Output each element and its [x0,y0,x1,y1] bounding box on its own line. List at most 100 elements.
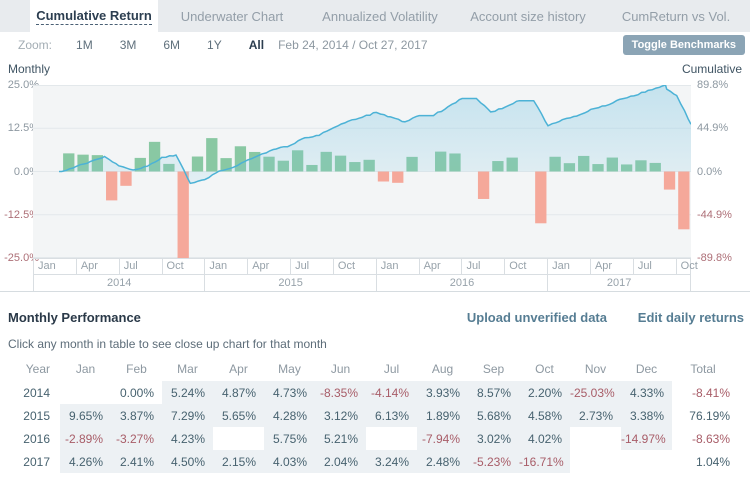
month-cell-2016-may[interactable]: 5.75% [264,427,315,450]
month-cell-2016-nov [570,427,621,450]
tab-account-size-history[interactable]: Account size history [454,0,602,32]
table-header-row: Year Jan Feb Mar Apr May Jun Jul Aug Sep Oct Nov Dec… [8,357,734,381]
month-cell-2014-may[interactable]: 4.73% [264,381,315,404]
zoom-option-6m[interactable]: 6M [163,38,181,52]
positive-month-bar [206,138,218,172]
month-cell-2016-jan[interactable]: -2.89% [60,427,111,450]
upload-unverified-data-link[interactable]: Upload unverified data [466,310,607,325]
month-cell-2014-feb[interactable]: 0.00% [119,385,154,400]
tab-underwater-chart[interactable]: Underwater Chart [158,0,306,32]
month-cell-2016-jul [366,427,417,450]
col-header-jan: Jan [75,362,96,376]
cumulative-area [59,85,691,184]
month-cell-2016-jun[interactable]: 5.21% [315,427,366,450]
zoom-options: 1M 3M 6M 1Y All [76,36,278,54]
left-tick-label: -12.5% [4,208,39,221]
year-label: 2017 [547,275,690,292]
month-cell-2015-jun[interactable]: 3.12% [315,404,366,427]
table-row-2017: 2017 4.26% 2.41% 4.50% 2.15% 4.03% 2.04% 3.24% 2… [8,450,734,473]
positive-month-bar [220,158,232,172]
month-cell-2016-oct[interactable]: 4.02% [519,427,570,450]
right-tick-label: -44.9% [697,208,732,221]
col-header-sep: Sep [482,362,505,376]
month-cell-2016-dec[interactable]: -14.97% [621,427,672,450]
month-cell-2016-mar[interactable]: 4.23% [162,427,213,450]
year-label: 2014 [33,275,204,292]
month-cell-2014-mar[interactable]: 5.24% [162,381,213,404]
negative-month-bar [106,171,118,201]
right-tick-label: 89.8% [697,79,729,91]
zoom-label: Zoom: [18,38,53,52]
month-cell-2014-aug[interactable]: 3.93% [417,381,468,404]
col-header-nov: Nov [584,362,607,376]
col-header-total: Total [690,362,716,376]
month-cell-2015-jan[interactable]: 9.65% [60,404,111,427]
negative-month-bar [477,171,490,199]
month-cell-2014-jan [60,381,111,404]
month-cell-2014-jun[interactable]: -8.35% [315,381,366,404]
left-tick-label: 12.5% [7,122,39,135]
tab-label: Underwater Chart [180,8,284,24]
month-cell-2017-oct[interactable]: -16.71% [519,450,570,473]
col-header-may: May [278,362,301,376]
month-cell-2015-dec[interactable]: 3.38% [621,404,672,427]
month-cell-2015-may[interactable]: 4.28% [264,404,315,427]
section-divider [0,291,750,292]
month-cell-2014-jul[interactable]: -4.14% [366,381,417,404]
month-cell-2016-aug[interactable]: -7.94% [417,427,468,450]
month-cell-2015-mar[interactable]: 7.29% [162,404,213,427]
cumulative-line [59,84,692,185]
month-cell-2016-sep[interactable]: 3.02% [468,427,519,450]
month-cell-2017-sep[interactable]: -5.23% [468,450,519,473]
zoom-option-1m[interactable]: 1M [76,38,93,52]
quarter-tick-label: Jul [290,259,333,274]
year-cell: 2017 [23,454,50,469]
month-cell-2017-jul[interactable]: 3.24% [366,450,417,473]
left-axis-title: Monthly [8,62,51,76]
month-cell-2017-feb[interactable]: 2.41% [111,450,162,473]
tab-annualized-volatility[interactable]: Annualized Volatility [306,0,454,32]
chart-plot[interactable] [33,84,692,259]
month-cell-2014-oct[interactable]: 2.20% [519,381,570,404]
month-cell-2015-jul[interactable]: 6.13% [366,404,417,427]
month-cell-2015-sep[interactable]: 5.68% [468,404,519,427]
positive-month-bar [148,141,161,172]
negative-month-bar [177,171,189,259]
col-header-aug: Aug [431,362,454,376]
toggle-benchmarks-button[interactable]: Toggle Benchmarks [622,35,745,55]
month-cell-2017-jun[interactable]: 2.04% [315,450,366,473]
tab-cumreturn-vs-vol[interactable]: CumReturn vs Vol. [602,0,750,32]
zoom-option-all[interactable]: All [248,38,265,52]
month-cell-2015-aug[interactable]: 1.89% [417,404,468,427]
month-axis-band: Jan Apr Jul Oct Jan Apr Jul Oct Jan Apr Jul Oct Jan A… [33,258,698,275]
positive-month-bar [134,157,146,172]
month-cell-2014-dec[interactable]: 4.33% [621,381,672,404]
zoom-option-3m[interactable]: 3M [119,38,137,52]
total-cell-2015: 76.19% [689,408,730,423]
month-cell-2014-nov[interactable]: -25.03% [570,381,621,404]
positive-month-bar [234,146,247,172]
col-header-mar: Mar [177,362,198,376]
edit-daily-returns-link[interactable]: Edit daily returns [637,310,744,325]
tab-label: Cumulative Return [36,7,152,25]
chart-controls: Zoom: 1M 3M 6M 1Y All Feb 24, 2014 / Oct 27,… [0,32,750,58]
month-cell-2015-nov[interactable]: 2.73% [570,404,621,427]
tab-cumulative-return[interactable]: Cumulative Return [30,0,158,32]
total-cell-2014: -8.41% [691,385,730,400]
month-cell-2017-nov [570,450,621,473]
month-cell-2015-feb[interactable]: 3.87% [111,404,162,427]
month-cell-2017-apr[interactable]: 2.15% [213,450,264,473]
month-cell-2015-oct[interactable]: 4.58% [519,404,570,427]
col-header-apr: Apr [229,362,248,376]
positive-month-bar [191,156,204,172]
month-cell-2016-feb[interactable]: -3.27% [111,427,162,450]
month-cell-2017-may[interactable]: 4.03% [264,450,315,473]
year-cell: 2014 [23,385,50,400]
month-cell-2017-jan[interactable]: 4.26% [60,450,111,473]
month-cell-2014-sep[interactable]: 8.57% [468,381,519,404]
month-cell-2017-aug[interactable]: 2.48% [417,450,468,473]
zoom-option-1y[interactable]: 1Y [207,38,222,52]
month-cell-2014-apr[interactable]: 4.87% [213,381,264,404]
month-cell-2017-mar[interactable]: 4.50% [162,450,213,473]
month-cell-2015-apr[interactable]: 5.65% [213,404,264,427]
